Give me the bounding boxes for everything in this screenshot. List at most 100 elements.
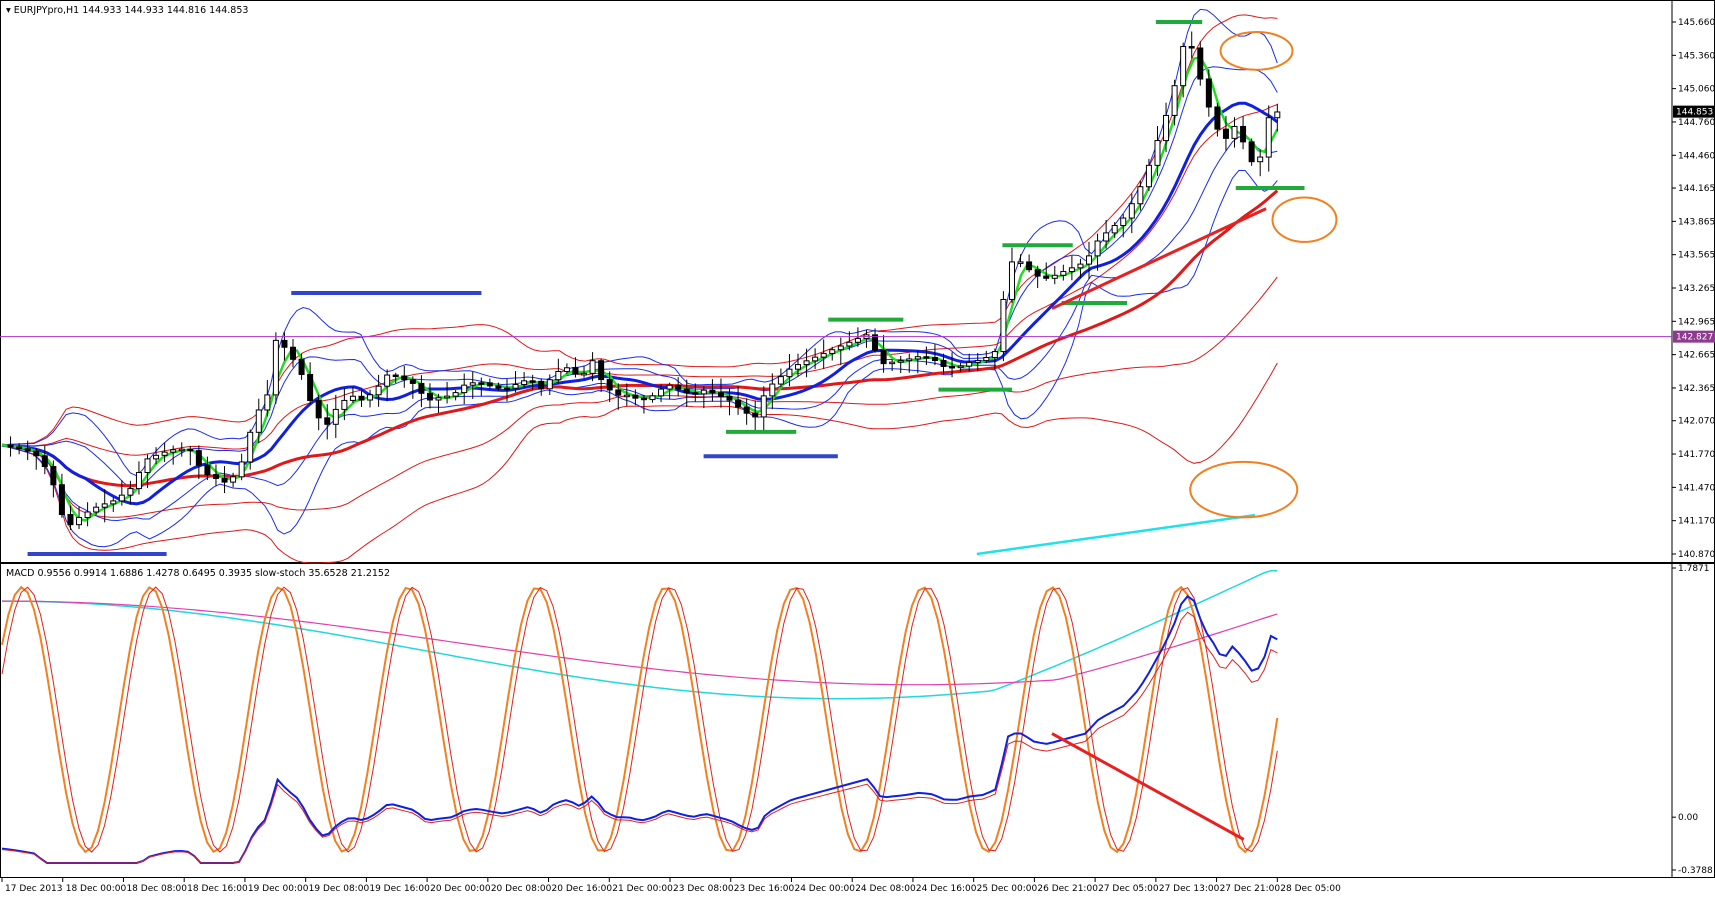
time-tick-label: 19 Dec 16:00 xyxy=(369,884,430,894)
candle-body xyxy=(897,360,904,363)
red-indicator-trendline xyxy=(1051,732,1245,841)
candle-body xyxy=(812,356,819,362)
magenta-indicator-line xyxy=(2,600,1278,686)
candle-body xyxy=(829,349,836,354)
candle-body xyxy=(1000,298,1007,353)
price-tick-label: 144.165 xyxy=(1678,184,1715,194)
candle-body xyxy=(803,360,810,366)
candle-body xyxy=(1008,261,1015,300)
candle-body xyxy=(521,380,528,386)
candle-body xyxy=(204,464,211,476)
candle-body xyxy=(940,359,947,367)
candle-body xyxy=(418,382,425,394)
current-price-box xyxy=(1673,105,1715,118)
candle-body xyxy=(769,383,776,397)
candle-body xyxy=(93,506,100,513)
candle-body xyxy=(1274,111,1281,119)
candle-body xyxy=(1214,106,1221,130)
candle-body xyxy=(41,455,48,467)
candle-body xyxy=(837,345,844,351)
candle-body xyxy=(1171,85,1178,116)
symbol-header: ▾ EURJPYpro,H1 144.933 144.933 144.816 1… xyxy=(6,5,248,16)
orange-ellipse xyxy=(1271,196,1338,243)
candle-body xyxy=(1222,128,1229,139)
price-tick-label: 143.565 xyxy=(1678,251,1715,261)
price-tick-label: 141.770 xyxy=(1678,450,1715,460)
candle-body xyxy=(889,361,896,365)
candle-body xyxy=(1077,263,1084,269)
candle-body xyxy=(195,450,202,466)
candle-body xyxy=(1231,125,1238,139)
blue-band-line xyxy=(2,66,1278,491)
price-tick-label: 141.470 xyxy=(1678,483,1715,493)
time-tick-label: 27 Dec 21:00 xyxy=(1220,884,1281,894)
candle-body xyxy=(1111,224,1118,234)
candle-body xyxy=(632,394,639,399)
candle-body xyxy=(1197,47,1204,80)
candle-body xyxy=(444,395,451,399)
candle-body xyxy=(598,360,605,381)
candle-body xyxy=(238,461,245,478)
time-tick-label: 20 Dec 00:00 xyxy=(430,884,491,894)
candle-body xyxy=(1086,255,1093,265)
red-trendline xyxy=(1051,207,1267,310)
candle-body xyxy=(33,450,40,457)
price-tick-label: 143.865 xyxy=(1678,217,1715,227)
candle-body xyxy=(683,388,690,394)
candle-body xyxy=(949,365,956,369)
candle-body xyxy=(649,395,656,401)
current-price-label: 144.853 xyxy=(1676,108,1713,118)
candle-body xyxy=(546,379,553,390)
candle-body xyxy=(409,379,416,384)
blue-band-line xyxy=(1,169,1278,548)
candle-body xyxy=(760,395,767,418)
time-tick-label: 18 Dec 16:00 xyxy=(187,884,248,894)
candle-body xyxy=(247,431,254,463)
candle-body xyxy=(503,387,510,391)
orange-ellipse xyxy=(1219,30,1294,71)
indicator-panel xyxy=(0,563,1715,878)
candle-body xyxy=(777,376,784,385)
candle-body xyxy=(1240,125,1247,143)
candle-body xyxy=(67,514,74,526)
price-tick-label: 145.660 xyxy=(1678,18,1715,28)
candle-body xyxy=(923,356,930,359)
candle-body xyxy=(1051,274,1058,279)
candle-body xyxy=(1163,114,1170,142)
candle-body xyxy=(726,395,733,401)
candle-body xyxy=(1248,141,1255,163)
candle-body xyxy=(478,382,485,385)
candle-body xyxy=(307,373,314,401)
horizontal-level-label: 142.827 xyxy=(1676,333,1713,343)
candle-body xyxy=(50,465,57,486)
candle-body xyxy=(820,352,827,358)
red-band-line xyxy=(1,104,1278,456)
candle-body xyxy=(392,374,399,378)
candle-body xyxy=(640,397,647,401)
candle-body xyxy=(709,389,716,394)
candle-body xyxy=(1103,232,1110,242)
candle-body xyxy=(469,382,476,386)
candle-body xyxy=(435,397,442,401)
candle-body xyxy=(606,379,613,391)
candle-body xyxy=(178,448,185,452)
candle-body xyxy=(1017,261,1024,264)
candle-body xyxy=(1094,240,1101,257)
time-tick-label: 19 Dec 00:00 xyxy=(248,884,309,894)
candle-body xyxy=(153,454,160,460)
candle-body xyxy=(1257,156,1264,163)
candle-body xyxy=(58,484,65,516)
candle-body xyxy=(461,384,468,394)
price-tick-label: 141.170 xyxy=(1678,517,1715,527)
candle-body xyxy=(581,372,588,376)
candle-body xyxy=(700,389,707,395)
candle-body xyxy=(735,399,742,408)
indicator-header: MACD 0.9556 0.9914 1.6886 1.4278 0.6495 … xyxy=(6,568,390,579)
time-tick-label: 23 Dec 08:00 xyxy=(673,884,734,894)
price-tick-label: 142.665 xyxy=(1678,351,1715,361)
candle-body xyxy=(161,451,168,456)
candle-body xyxy=(1120,217,1127,226)
red-band-line xyxy=(1,14,1278,446)
candle-body xyxy=(1188,46,1195,49)
time-tick-label: 28 Dec 05:00 xyxy=(1280,884,1341,894)
